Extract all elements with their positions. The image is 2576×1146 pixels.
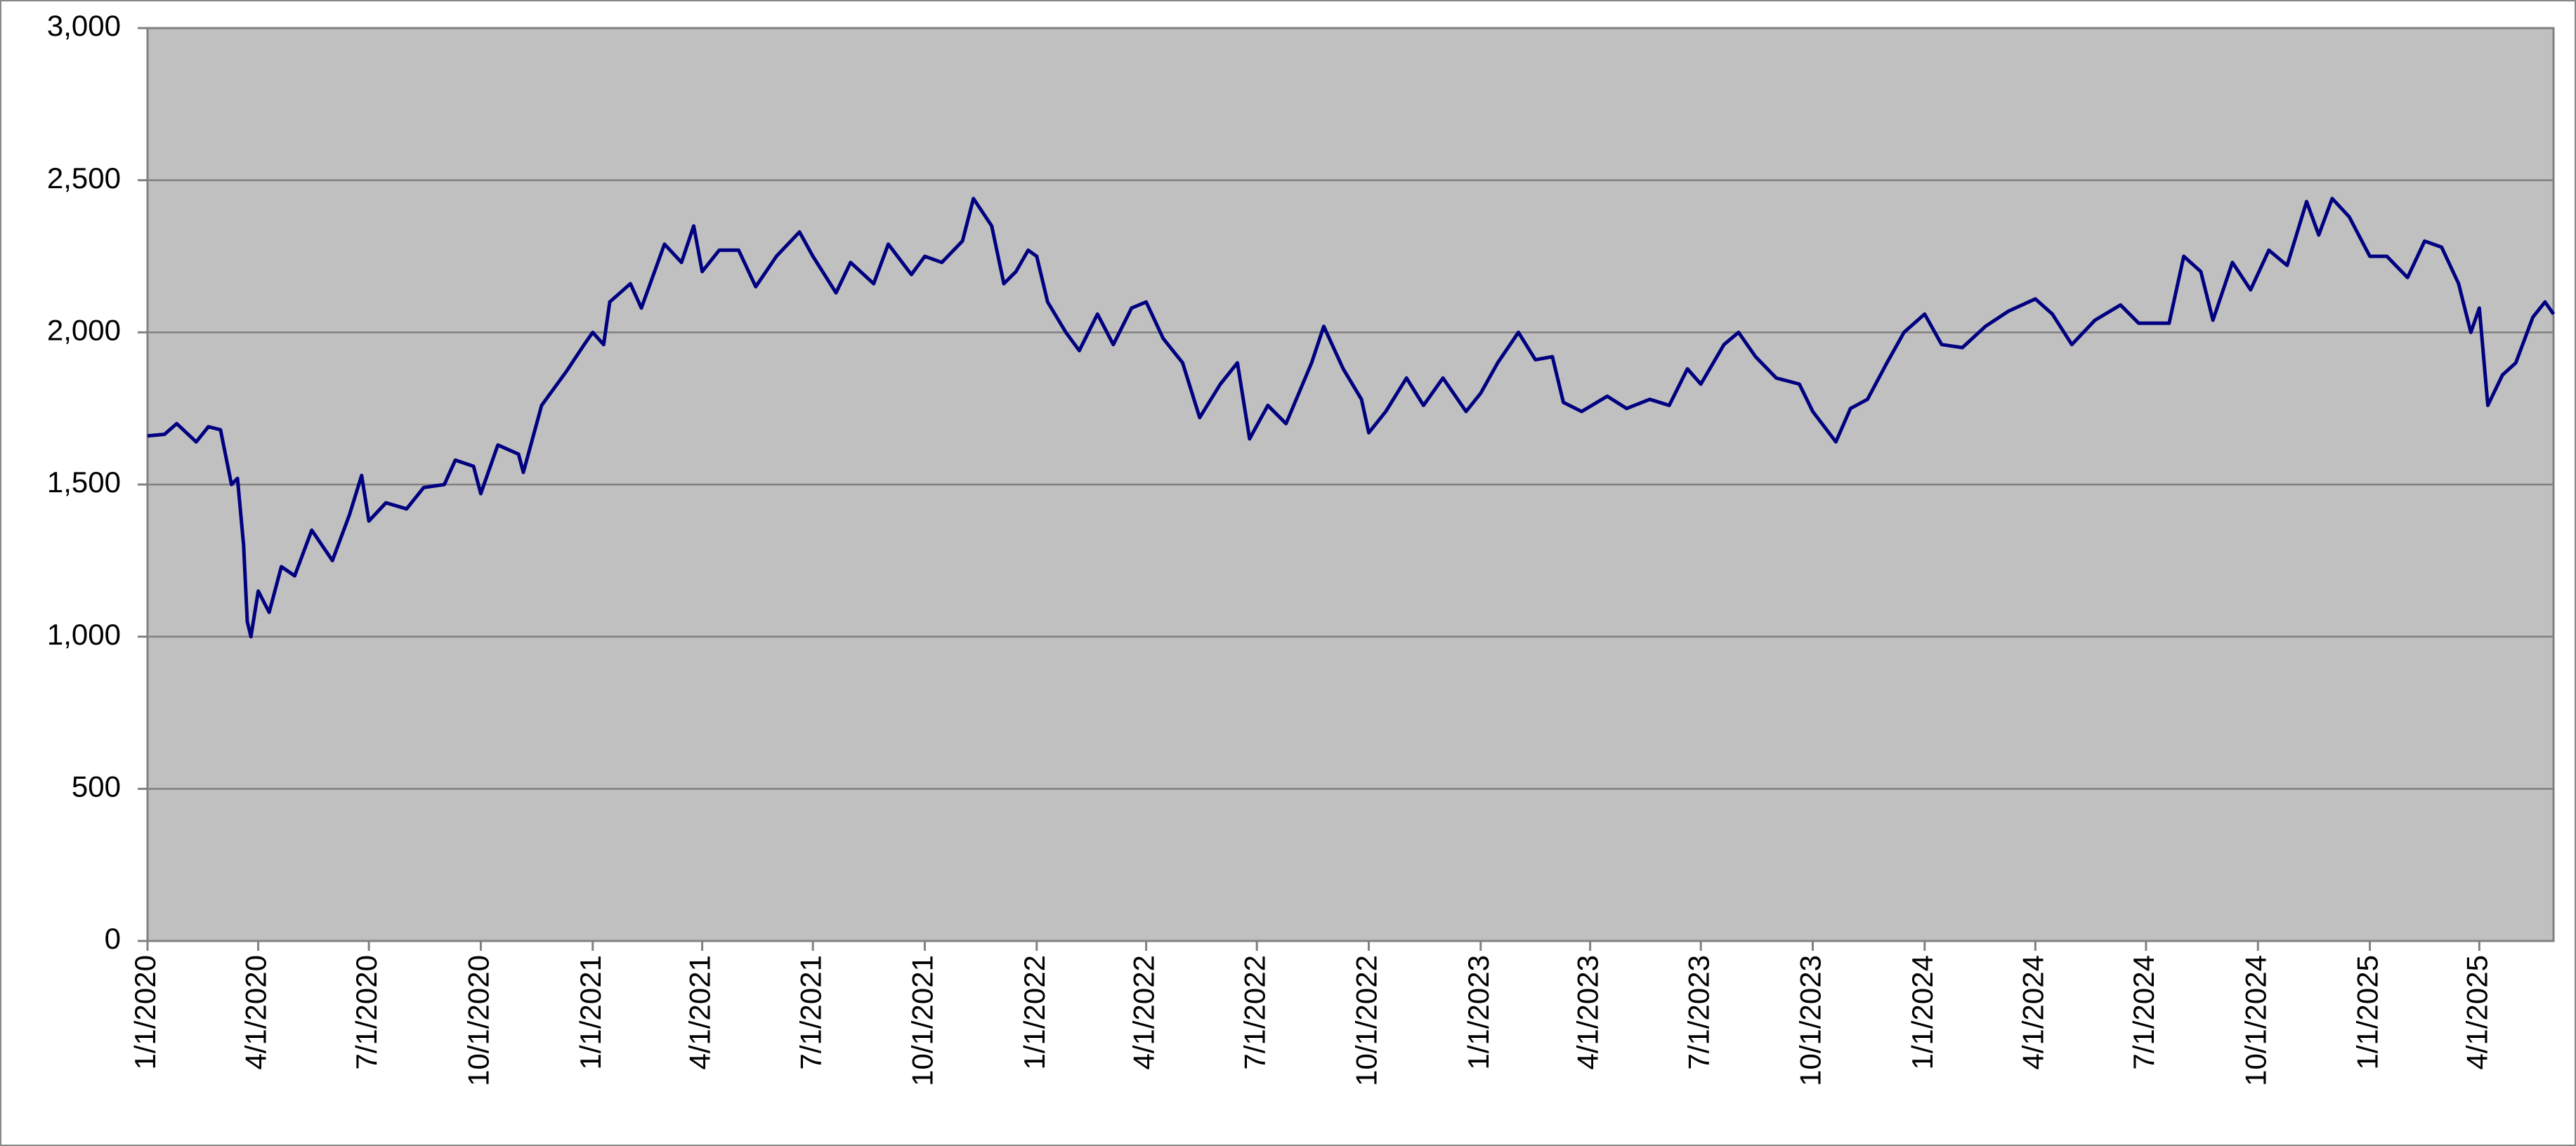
x-tick-label: 10/1/2024	[2239, 955, 2272, 1086]
x-tick-label: 7/1/2021	[794, 955, 827, 1070]
x-tick-label: 10/1/2020	[462, 955, 495, 1086]
y-tick-label: 2,500	[47, 162, 121, 195]
x-tick-label: 10/1/2023	[1794, 955, 1827, 1086]
x-tick-label: 4/1/2022	[1127, 955, 1160, 1070]
data-line	[147, 197, 2556, 639]
x-tick-label: 4/1/2025	[2460, 955, 2493, 1070]
x-tick-label: 7/1/2023	[1682, 955, 1715, 1070]
x-tick-label: 7/1/2020	[350, 955, 383, 1070]
x-tick-label: 10/1/2021	[906, 955, 939, 1086]
x-tick-label: 4/1/2021	[684, 955, 717, 1070]
y-tick-label: 3,000	[47, 9, 121, 42]
x-tick-label: 10/1/2022	[1350, 955, 1383, 1086]
x-tick-label: 4/1/2024	[2016, 955, 2049, 1070]
x-tick-label: 7/1/2022	[1238, 955, 1271, 1070]
y-tick-label: 1,500	[47, 466, 121, 499]
x-tick-label: 7/1/2024	[2127, 955, 2160, 1070]
x-tick-label: 1/1/2025	[2351, 955, 2384, 1070]
x-tick-label: 4/1/2020	[240, 955, 273, 1070]
y-tick-label: 2,000	[47, 313, 121, 346]
x-tick-label: 1/1/2024	[1906, 955, 1939, 1070]
x-tick-label: 1/1/2023	[1462, 955, 1495, 1070]
y-tick-label: 500	[72, 770, 121, 803]
x-tick-label: 1/1/2020	[129, 955, 162, 1070]
y-tick-label: 1,000	[47, 618, 121, 651]
y-tick-label: 0	[105, 922, 121, 955]
x-tick-label: 4/1/2023	[1571, 955, 1604, 1070]
x-tick-label: 1/1/2021	[574, 955, 607, 1070]
x-tick-label: 1/1/2022	[1018, 955, 1051, 1070]
